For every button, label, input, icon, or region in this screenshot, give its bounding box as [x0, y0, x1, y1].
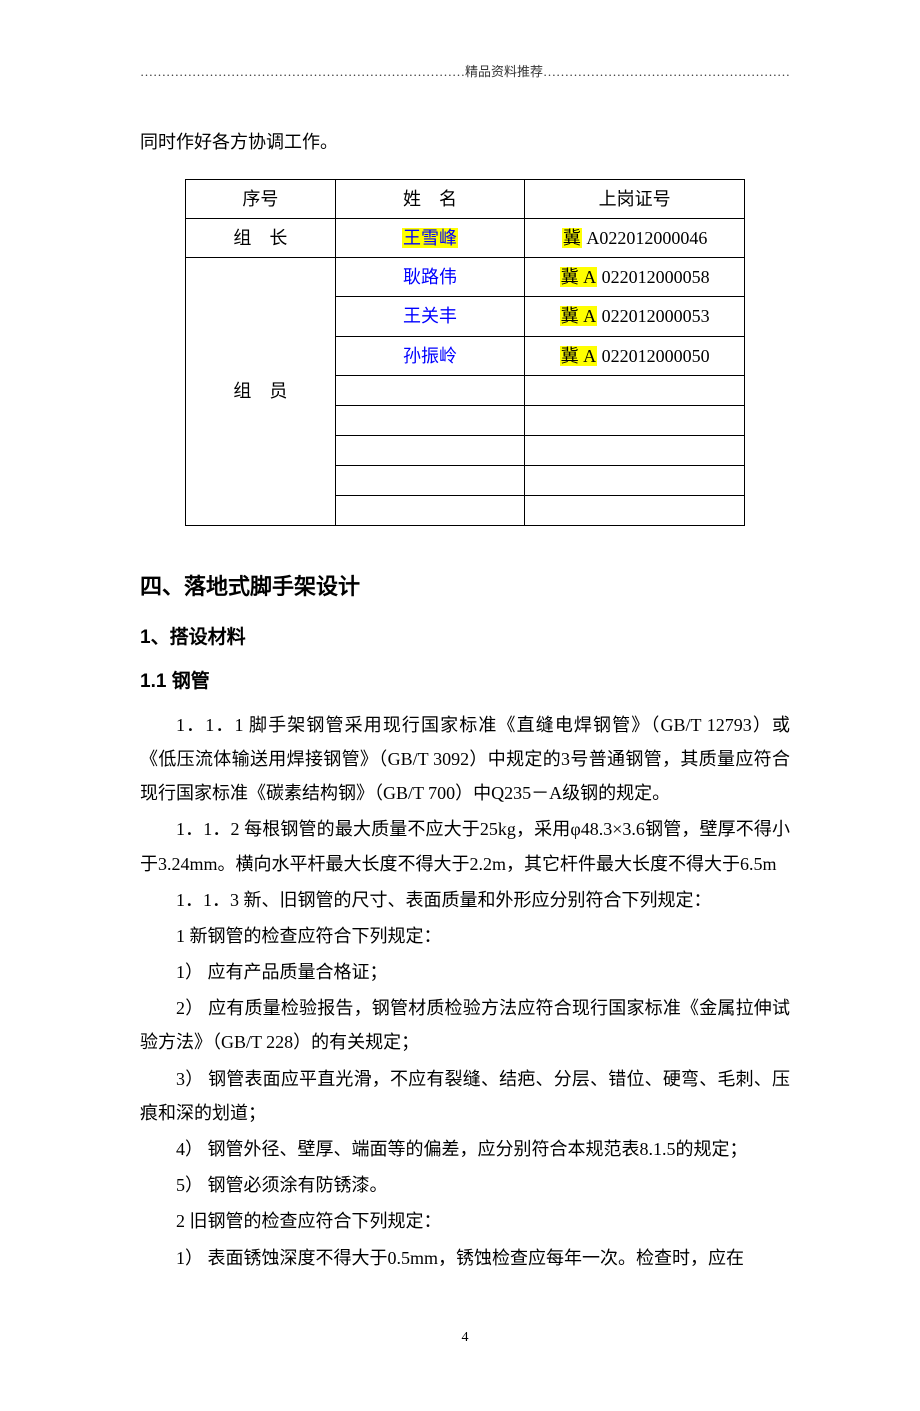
- leader-label: 组 长: [186, 219, 336, 258]
- header-rule: …………………………………………………………………精品资料推荐…………………………: [140, 60, 790, 85]
- member-label: 组 员: [186, 258, 336, 526]
- member-cert: 冀 A 022012000050: [525, 336, 745, 375]
- table-member-row: 组 员 耿路伟 冀 A 022012000058: [186, 258, 745, 297]
- body-paragraph: 5） 钢管必须涂有防锈漆。: [140, 1168, 790, 1202]
- leader-cert: 冀 A022012000046: [525, 219, 745, 258]
- body-paragraph: 3） 钢管表面应平直光滑，不应有裂缝、结疤、分层、错位、硬弯、毛刺、压痕和深的划…: [140, 1062, 790, 1130]
- body-paragraph: 1） 表面锈蚀深度不得大于0.5mm，锈蚀检查应每年一次。检查时，应在: [140, 1241, 790, 1275]
- body-paragraph: 2） 应有质量检验报告，钢管材质检验方法应符合现行国家标准《金属拉伸试验方法》（…: [140, 991, 790, 1059]
- table-header-row: 序号 姓 名 上岗证号: [186, 179, 745, 218]
- member-name: 耿路伟: [335, 258, 525, 297]
- body-paragraph: 4） 钢管外径、壁厚、端面等的偏差，应分别符合本规范表8.1.5的规定；: [140, 1132, 790, 1166]
- th-seq: 序号: [186, 179, 336, 218]
- body-paragraph: 1．1．2 每根钢管的最大质量不应大于25kg，采用φ48.3×3.6钢管，壁厚…: [140, 812, 790, 880]
- body-paragraph: 1．1．3 新、旧钢管的尺寸、表面质量和外形应分别符合下列规定：: [140, 883, 790, 917]
- intro-text: 同时作好各方协调工作。: [140, 125, 790, 159]
- member-cert: 冀 A 022012000053: [525, 297, 745, 336]
- sub1-heading: 1、搭设材料: [140, 620, 790, 656]
- body-paragraph: 1．1．1 脚手架钢管采用现行国家标准《直缝电焊钢管》（GB/T 12793）或…: [140, 708, 790, 811]
- th-name: 姓 名: [335, 179, 525, 218]
- member-name: 王关丰: [335, 297, 525, 336]
- body-paragraph: 1） 应有产品质量合格证；: [140, 955, 790, 989]
- table-leader-row: 组 长 王雪峰 冀 A022012000046: [186, 219, 745, 258]
- member-name: 孙振岭: [335, 336, 525, 375]
- sub2-heading: 1.1 钢管: [140, 664, 790, 700]
- body-paragraph: 2 旧钢管的检查应符合下列规定：: [140, 1204, 790, 1238]
- member-cert: 冀 A 022012000058: [525, 258, 745, 297]
- body-paragraph: 1 新钢管的检查应符合下列规定：: [140, 919, 790, 953]
- th-cert: 上岗证号: [525, 179, 745, 218]
- personnel-table: 序号 姓 名 上岗证号 组 长 王雪峰 冀 A022012000046 组 员 …: [185, 179, 745, 526]
- page-number: 4: [140, 1325, 790, 1352]
- section-heading: 四、落地式脚手架设计: [140, 566, 790, 608]
- leader-name: 王雪峰: [335, 219, 525, 258]
